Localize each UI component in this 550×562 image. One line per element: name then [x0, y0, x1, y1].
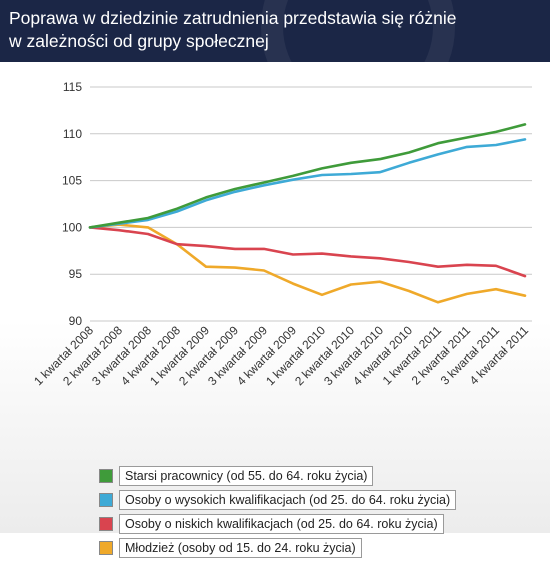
chart-area: 90 95 100 105 110 115 1 kwartał 2008 2 kwartał … — [0, 62, 550, 558]
legend-item: Starsi pracownicy (od 55. do 64. roku ży… — [99, 466, 456, 486]
series-line-3 — [88, 226, 527, 278]
y-tick-label: 100 — [62, 220, 82, 234]
y-tick-label: 115 — [63, 80, 82, 94]
y-tick-label: 90 — [69, 314, 83, 328]
legend-swatch — [99, 517, 113, 531]
legend-swatch — [99, 493, 113, 507]
series-line-1 — [88, 123, 527, 229]
legend-swatch — [99, 541, 113, 555]
chart-title-line-2: w zależności od grupy społecznej — [9, 31, 269, 51]
chart-header: Poprawa w dziedzinie zatrudnienia przeds… — [0, 0, 550, 62]
y-tick-label: 105 — [62, 174, 82, 188]
series-line-2 — [88, 138, 527, 229]
legend-item: Osoby o wysokich kwalifikacjach (od 25. … — [99, 490, 457, 510]
legend: Starsi pracownicy (od 55. do 64. roku ży… — [99, 466, 457, 562]
legend-label: Osoby o wysokich kwalifikacjach (od 25. … — [119, 490, 457, 510]
chart-title-line-1: Poprawa w dziedzinie zatrudnienia przeds… — [9, 8, 457, 28]
y-tick-label: 95 — [69, 267, 83, 281]
watermark-logo-icon — [261, 0, 455, 62]
legend-label: Osoby o niskich kwalifikacjach (od 25. d… — [119, 514, 444, 534]
legend-item: Osoby o niskich kwalifikacjach (od 25. d… — [99, 514, 456, 534]
legend-swatch — [99, 469, 113, 483]
y-tick-label: 110 — [63, 127, 82, 141]
legend-label: Młodzież (osoby od 15. do 24. roku życia… — [119, 538, 362, 558]
series-line-4 — [88, 223, 527, 304]
legend-label: Starsi pracownicy (od 55. do 64. roku ży… — [119, 466, 374, 486]
chart-title: Poprawa w dziedzinie zatrudnienia przeds… — [9, 7, 456, 53]
legend-item: Młodzież (osoby od 15. do 24. roku życia… — [99, 538, 456, 558]
